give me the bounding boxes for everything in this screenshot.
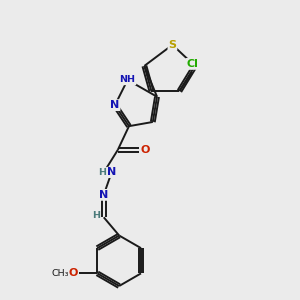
Text: S: S — [168, 40, 176, 50]
Text: N: N — [110, 100, 120, 110]
Text: O: O — [140, 145, 150, 155]
Text: H: H — [99, 168, 106, 177]
Text: N: N — [99, 190, 108, 200]
Text: H: H — [92, 212, 100, 220]
Text: N: N — [107, 167, 116, 177]
Text: NH: NH — [120, 75, 136, 84]
Text: CH₃: CH₃ — [51, 269, 69, 278]
Text: O: O — [68, 268, 78, 278]
Text: Cl: Cl — [186, 59, 198, 69]
